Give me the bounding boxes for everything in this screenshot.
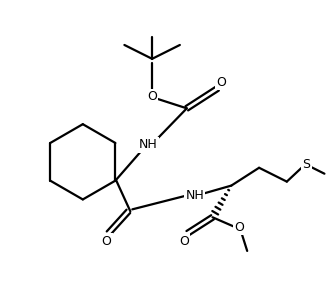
- Text: O: O: [179, 235, 189, 248]
- Text: NH: NH: [185, 189, 204, 202]
- Text: O: O: [216, 76, 226, 89]
- Text: S: S: [303, 158, 311, 171]
- Text: O: O: [147, 90, 157, 103]
- Text: NH: NH: [139, 138, 157, 152]
- Text: O: O: [102, 235, 112, 248]
- Text: O: O: [234, 221, 244, 234]
